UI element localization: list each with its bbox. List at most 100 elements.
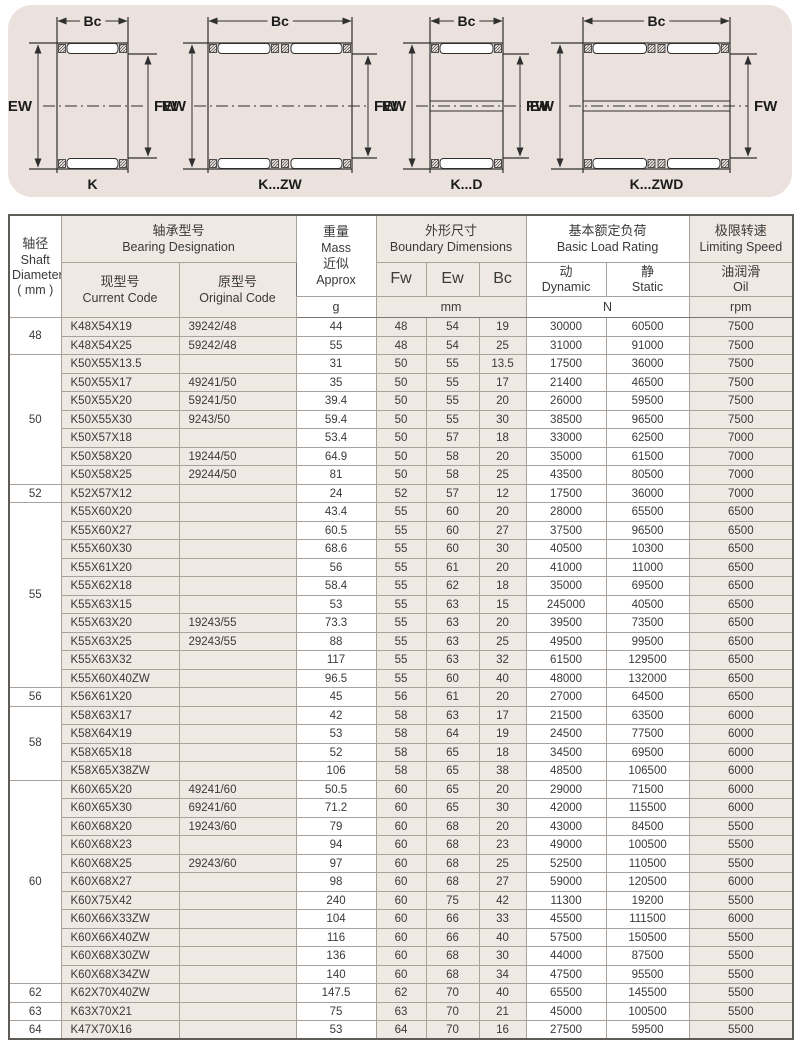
table-row: K60X65X30 69241/60 71.2 60 65 30 42000 115500 60…	[9, 798, 794, 818]
fw-cell: 48	[375, 335, 427, 356]
fw-cell: 50	[375, 428, 427, 448]
table-row: 62 K62X70X40ZW 147.5 62 70 40 65500 145500 5500	[8, 983, 794, 1003]
current-code-cell: K60X68X23	[60, 835, 180, 855]
current-code-cell: K62X70X40ZW	[60, 983, 180, 1003]
fw-cell: 60	[375, 946, 427, 966]
dynamic-load-cell: 45000	[525, 1001, 607, 1022]
static-load-cell: 64500	[605, 687, 690, 707]
bc-cell: 30	[478, 539, 527, 559]
static-load-cell: 65500	[605, 502, 690, 522]
bc-cell: 34	[478, 964, 527, 985]
cage-hatch	[58, 159, 66, 168]
table-row: K50X55X30 9243/50 59.4 50 55 30 38500 96500 7500	[9, 409, 794, 430]
mass-cell: 53	[295, 594, 377, 615]
original-code-cell	[178, 761, 297, 781]
limiting-speed-cell: 6000	[688, 742, 794, 763]
current-code-cell: K52X57X12	[60, 483, 180, 504]
limiting-speed-cell: 7000	[688, 428, 794, 448]
mass-cell: 31	[295, 354, 377, 374]
ew-cell: 68	[425, 816, 480, 837]
ew-cell: 66	[425, 909, 480, 929]
bc-cell: 20	[478, 816, 527, 837]
ew-cell: 65	[425, 779, 480, 800]
table-row: 48 K48X54X19 39242/48 44 48 54 19 30000 60500 750…	[8, 317, 794, 356]
cage-hatch	[494, 159, 502, 168]
table-row: K60X68X20 19243/60 79 60 68 20 43000 84500 5500	[9, 816, 794, 837]
header-static-en: Static	[631, 280, 664, 295]
limiting-speed-cell: 6500	[688, 631, 794, 652]
dynamic-load-cell: 65500	[525, 983, 607, 1003]
ew-cell: 75	[425, 890, 480, 911]
static-load-cell: 77500	[605, 724, 690, 744]
table-row: 60 K60X65X20 49241/60 50.5 60 65 20 29000 71500 6…	[8, 779, 794, 985]
mass-cell: 58.4	[295, 576, 377, 596]
header-load-en: Basic Load Rating	[556, 239, 659, 254]
mass-cell: 35	[295, 372, 377, 393]
mass-cell: 147.5	[295, 983, 377, 1003]
header-static: 静 Static	[605, 261, 690, 298]
table-row: K58X65X18 52 58 65 18 34500 69500 6000	[9, 742, 794, 763]
needle-roller	[290, 158, 343, 169]
table-row: K50X58X25 29244/50 81 50 58 25 43500 80500 7000	[9, 465, 794, 485]
dynamic-load-cell: 37500	[525, 520, 607, 541]
current-code-cell: K60X68X25	[60, 853, 180, 874]
bearing-diagram-panel: EW FW Bc K EW FW Bc K...ZW EW FW Bc K...D EW FW Bc K...…	[8, 5, 792, 197]
dynamic-load-cell: 28000	[525, 502, 607, 522]
limiting-speed-cell: 5500	[688, 1020, 794, 1040]
header-oil: 油润滑 Oil	[688, 261, 794, 298]
mass-cell: 39.4	[295, 391, 377, 411]
diagram-variant-label: K...ZW	[258, 176, 302, 192]
dynamic-load-cell: 43000	[525, 816, 607, 837]
original-code-cell	[178, 890, 297, 911]
mass-cell: 42	[295, 705, 377, 726]
static-load-cell: 100500	[605, 835, 690, 855]
shaft-diameter-cell: 58	[8, 705, 62, 781]
cage-hatch	[119, 44, 127, 53]
static-load-cell: 19200	[605, 890, 690, 911]
original-code-cell	[178, 964, 297, 985]
static-load-cell: 115500	[605, 798, 690, 818]
table-row: K55X60X27 60.5 55 60 27 37500 96500 6500	[9, 520, 794, 541]
ew-cell: 55	[425, 354, 480, 374]
dim-label-ew: EW	[382, 98, 407, 115]
ew-cell: 58	[425, 465, 480, 485]
static-load-cell: 63500	[605, 705, 690, 726]
unit-gram: g	[295, 296, 377, 319]
header-designation-en: Bearing Designation	[122, 239, 235, 254]
ew-cell: 68	[425, 872, 480, 892]
original-code-cell: 29243/60	[178, 853, 297, 874]
fw-cell: 58	[375, 724, 427, 744]
header-limiting-speed: 极限转速 Limiting Speed	[688, 214, 794, 263]
static-load-cell: 62500	[605, 428, 690, 448]
dynamic-load-cell: 57500	[525, 927, 607, 948]
needle-roller	[439, 158, 494, 169]
current-code-cell: K63X70X21	[60, 1001, 180, 1022]
needle-roller	[290, 43, 343, 54]
shaft-diameter-cell: 55	[8, 502, 62, 689]
original-code-cell	[178, 835, 297, 855]
ew-cell: 70	[425, 1020, 480, 1040]
header-dynamic-zh: 动	[559, 263, 573, 279]
original-code-cell: 19243/55	[178, 613, 297, 633]
fw-cell: 55	[375, 613, 427, 633]
header-original-zh: 原型号	[218, 274, 258, 289]
needle-roller	[217, 158, 271, 169]
mass-cell: 104	[295, 909, 377, 929]
ew-cell: 65	[425, 798, 480, 818]
cage-hatch	[119, 159, 127, 168]
mass-cell: 140	[295, 964, 377, 985]
current-code-cell: K60X68X27	[60, 872, 180, 892]
current-code-cell: K55X60X27	[60, 520, 180, 541]
fw-cell: 60	[375, 890, 427, 911]
original-code-cell	[178, 724, 297, 744]
ew-cell: 66	[425, 927, 480, 948]
limiting-speed-cell: 5500	[688, 890, 794, 911]
fw-cell: 60	[375, 964, 427, 985]
cage-hatch	[647, 159, 656, 168]
static-load-cell: 69500	[605, 576, 690, 596]
current-code-cell: K60X75X42	[60, 890, 180, 911]
table-row: K50X57X18 53.4 50 57 18 33000 62500 7000	[9, 428, 794, 448]
ew-cell: 61	[425, 557, 480, 578]
ew-cell: 65	[425, 742, 480, 763]
